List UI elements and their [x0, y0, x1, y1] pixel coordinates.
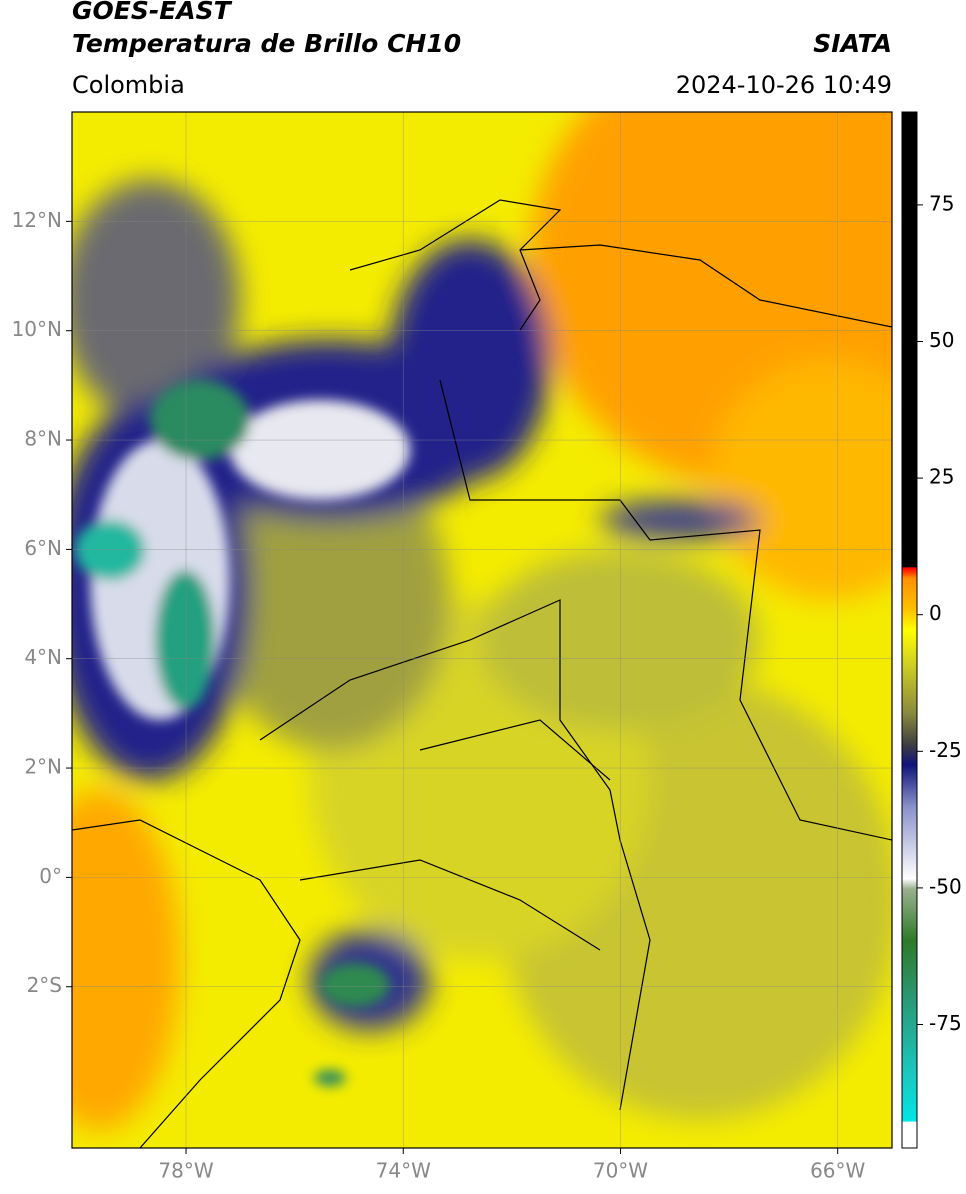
region: Colombia — [72, 71, 185, 99]
map-frame — [71, 111, 893, 1149]
y-tick-label: 8°N — [24, 427, 62, 451]
x-tick-label: 78°W — [158, 1159, 213, 1183]
colorbar-tick-label: 0 — [929, 601, 942, 625]
colorbar — [901, 111, 918, 1149]
colorbar-tick-label: -75 — [929, 1011, 962, 1035]
colorbar-tick-label: 25 — [929, 465, 954, 489]
colorbar-tick-label: -50 — [929, 874, 962, 898]
grid — [72, 112, 892, 1148]
satellite-image — [72, 112, 892, 1148]
colorbar-tick-label: 50 — [929, 328, 954, 352]
y-tick-label: 2°S — [27, 973, 62, 997]
title: GOES-EAST — [72, 0, 233, 25]
y-tick-label: 2°N — [24, 755, 62, 779]
y-tick-label: 4°N — [24, 645, 62, 669]
y-tick-label: 10°N — [12, 317, 62, 341]
colorbar-tick-label: 75 — [929, 191, 954, 215]
colorbar-tick-label: -25 — [929, 738, 962, 762]
subtitle: Temperatura de Brillo CH10 — [72, 29, 461, 58]
x-tick-label: 70°W — [593, 1159, 648, 1183]
y-tick-label: 6°N — [24, 536, 62, 560]
x-tick-label: 74°W — [376, 1159, 431, 1183]
y-tick-label: 12°N — [12, 208, 62, 232]
x-tick-label: 66°W — [810, 1159, 865, 1183]
source: SIATA — [813, 29, 892, 58]
y-tick-label: 0° — [39, 864, 62, 888]
datetime: 2024-10-26 10:49 — [676, 71, 892, 99]
